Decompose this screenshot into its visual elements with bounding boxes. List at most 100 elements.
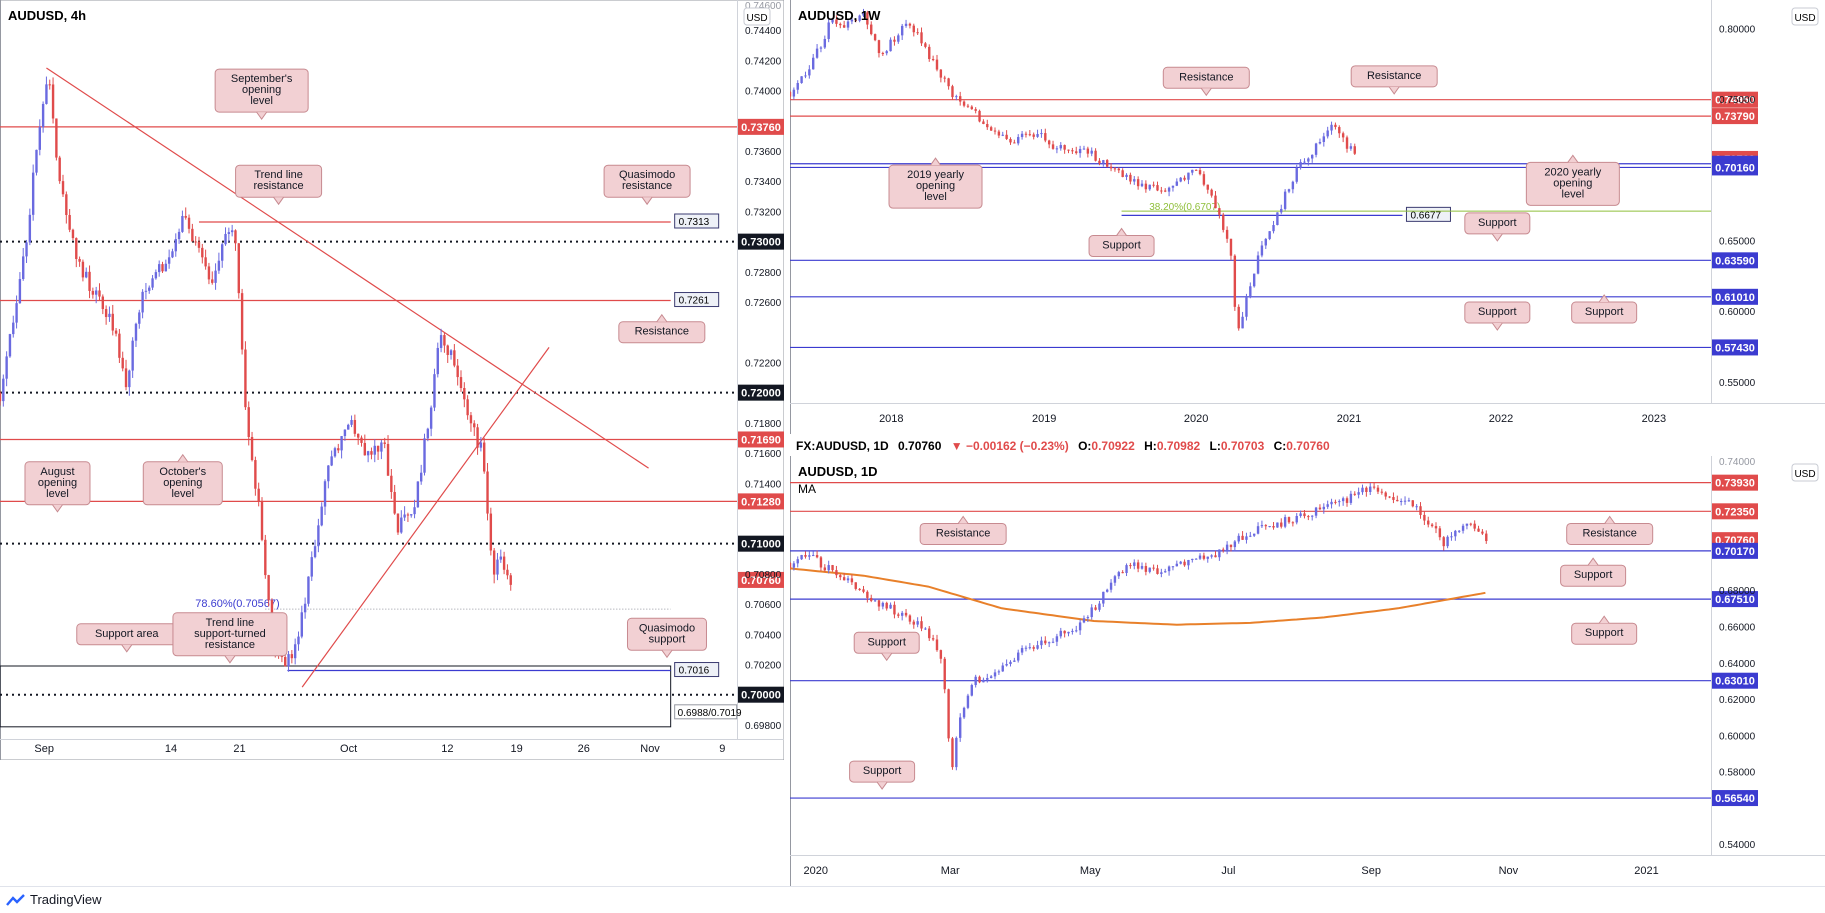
candle-body (931, 638, 935, 640)
header-price: 0.70760 (898, 439, 942, 453)
candle-body (1407, 500, 1411, 502)
candle-body (1272, 225, 1275, 232)
candle-body (1396, 499, 1399, 502)
x-tick-label: 26 (578, 743, 590, 755)
candle-body (22, 256, 25, 280)
header-o-label: O: (1078, 439, 1091, 453)
candle-body (1322, 506, 1326, 510)
chart-1d[interactable]: Resistance Resistance Support Support Suppor… (790, 456, 1825, 886)
price-tag-box (738, 686, 784, 703)
candle-body (1167, 187, 1171, 192)
y-tick-label: 0.73400 (745, 177, 782, 188)
candle-body (955, 737, 958, 768)
candle-body (854, 19, 857, 21)
candle-body (858, 588, 861, 590)
candle-body (873, 600, 877, 602)
candle-body (257, 488, 260, 502)
x-tick-label: 2018 (879, 413, 903, 425)
chart-1w-currency[interactable]: USD (1794, 13, 1815, 24)
candle-body (221, 244, 224, 261)
candle-body (1283, 517, 1287, 527)
candle-body (1252, 533, 1256, 536)
y-tick-label: 0.60000 (1719, 307, 1756, 318)
candle-body (85, 271, 88, 278)
x-tick-label: 2020 (1184, 413, 1208, 425)
candle-body (935, 639, 939, 651)
callout-text: August (40, 466, 74, 478)
candle-body (473, 423, 476, 428)
candle-body (287, 654, 290, 667)
candle-body (989, 127, 993, 131)
candle-body (373, 445, 376, 455)
candle-body (1268, 526, 1271, 528)
y-tick-label: 0.54000 (1719, 840, 1756, 851)
tradingview-logo[interactable]: TradingView (6, 892, 102, 907)
y-tick-label: 0.68000 (1719, 586, 1756, 597)
chart-1w[interactable]: 0.6677 38.20%(0.6707) Resistance Resistance… (790, 0, 1825, 434)
candle-body (1314, 143, 1318, 155)
candle-body (1129, 174, 1132, 182)
candle-body (1105, 160, 1109, 167)
x-tick-label: Sep (34, 743, 54, 755)
candle-body (1001, 665, 1004, 672)
candle-body (1005, 664, 1008, 666)
price-tag-box (738, 233, 784, 250)
candle-body (1280, 522, 1283, 527)
candle-body (1160, 190, 1163, 192)
candle-body (1338, 501, 1341, 503)
trend-line (301, 346, 550, 688)
candle-body (989, 676, 993, 678)
candle-body (819, 557, 823, 568)
candle-body (1156, 185, 1159, 191)
zone-label-box (674, 704, 738, 720)
candle-body (1136, 562, 1140, 569)
candle-body (240, 293, 244, 350)
candle-body (959, 717, 962, 738)
chart-1d-currency[interactable]: USD (1794, 469, 1815, 480)
candle-body (1380, 491, 1384, 493)
candle-body (343, 429, 347, 437)
chart-4h-currency[interactable]: USD (746, 13, 767, 24)
chart-4h[interactable]: 0.6988/0.7019 0.7313 0.7261 0.7016 78.60%(0.… (0, 0, 784, 760)
candle-body (443, 335, 446, 346)
price-tag-label: 0.61010 (1715, 292, 1755, 304)
candle-body (1415, 506, 1418, 508)
candle-body (1237, 306, 1240, 329)
price-tag-label: 0.73790 (1715, 111, 1755, 123)
candle-body (827, 565, 830, 571)
partial-level-label: 0.7261 (679, 296, 710, 307)
candle-body (812, 555, 815, 557)
candle-body (1399, 501, 1403, 503)
candle-body (974, 109, 977, 111)
candle-body (1055, 636, 1059, 642)
callout-text: opening (916, 180, 955, 192)
x-tick-label: May (1080, 865, 1101, 877)
candle-body (310, 557, 313, 577)
candle-body (1067, 149, 1070, 151)
candle-body (1059, 630, 1062, 637)
header-h-label: H: (1144, 439, 1157, 453)
candle-body (1345, 498, 1349, 503)
candle-body (974, 676, 977, 686)
candle-body (31, 172, 35, 215)
chart-1d-header: FX:AUDUSD, 1D 0.70760 ▼ −0.00162 (−0.23%… (790, 434, 1825, 456)
candle-body (962, 101, 966, 106)
candle-body (831, 19, 834, 23)
candle-body (815, 48, 819, 58)
candle-body (297, 636, 300, 645)
candle-body (419, 472, 423, 482)
candle-body (951, 738, 954, 768)
candle-body (904, 23, 908, 26)
candle-body (81, 261, 85, 278)
candle-body (1121, 170, 1124, 177)
candle-body (1264, 525, 1267, 527)
candle-body (1438, 528, 1442, 538)
callout-text: resistance (254, 180, 304, 192)
candle-body (247, 407, 250, 437)
price-tag-box (1712, 288, 1758, 305)
candle-body (1059, 145, 1062, 149)
candle-body (939, 69, 943, 78)
candle-body (815, 555, 819, 558)
candle-body (920, 621, 923, 629)
candle-body (1372, 486, 1376, 488)
